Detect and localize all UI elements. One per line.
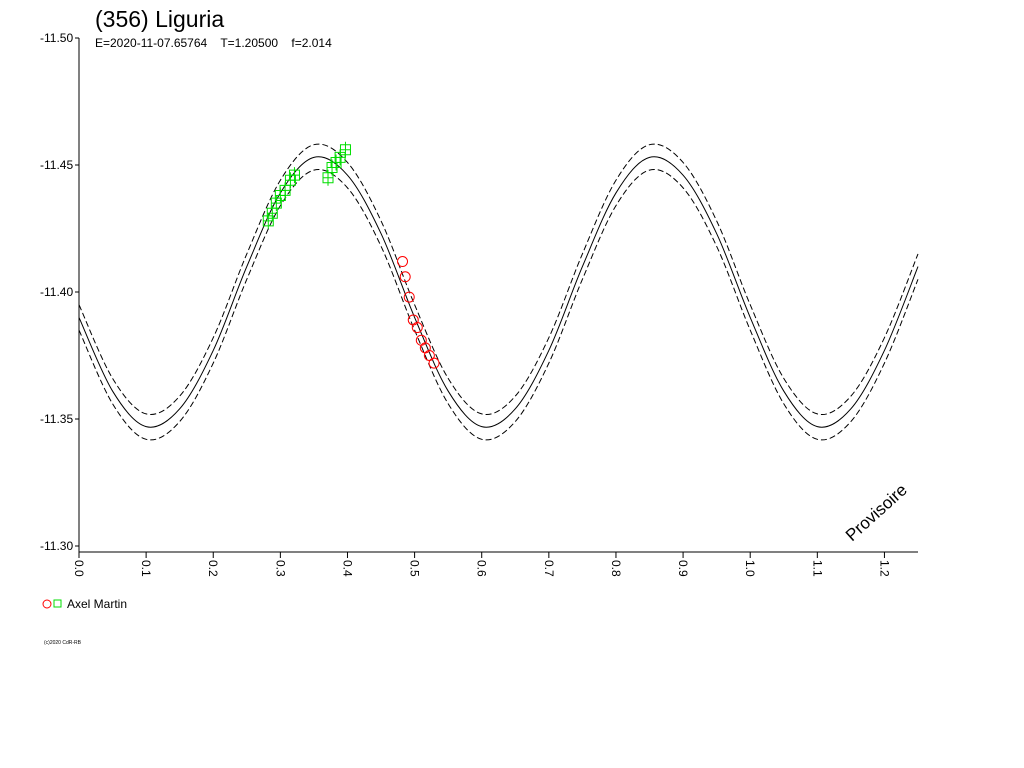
- y-tick-label: -11.50: [40, 31, 73, 45]
- data-point: [428, 357, 440, 369]
- data-point: [397, 256, 409, 268]
- x-tick-label: 0.6: [475, 560, 489, 577]
- x-tick-label: 0.7: [542, 560, 556, 577]
- chart-subtitle: E=2020-11-07.65764 T=1.20500 f=2.014: [95, 36, 332, 50]
- data-point: [411, 322, 423, 334]
- data-point: [339, 141, 351, 158]
- data-point: [415, 334, 427, 346]
- y-tick-label: -11.40: [40, 285, 73, 299]
- legend-marker: [53, 599, 62, 608]
- data-point: [403, 291, 415, 303]
- x-tick-label: 0.1: [139, 560, 153, 577]
- legend-label: Axel Martin: [67, 597, 127, 611]
- model-envelope: [78, 143, 919, 416]
- chart-title: (356) Liguria: [95, 6, 224, 32]
- data-point: [262, 212, 274, 229]
- model-curve: [78, 156, 919, 428]
- data-point: [399, 271, 411, 283]
- x-tick-label: 0.3: [273, 560, 287, 577]
- x-tick-label: 0.5: [408, 560, 422, 577]
- x-tick-label: 0.9: [676, 560, 690, 577]
- model-envelope: [78, 168, 919, 441]
- x-tick-label: 0.0: [72, 560, 86, 577]
- data-point: [407, 314, 419, 326]
- y-tick-label: -11.30: [40, 539, 73, 553]
- y-tick-label: -11.35: [40, 412, 73, 426]
- x-tick-label: 0.2: [206, 560, 220, 577]
- y-tick-label: -11.45: [40, 158, 73, 172]
- annotation: Provisoire: [842, 480, 911, 545]
- x-tick-label: 0.4: [340, 560, 354, 577]
- data-point: [270, 195, 282, 212]
- footer: (c)2020 CdR-RB: [44, 640, 82, 646]
- data-point: [288, 167, 300, 184]
- x-tick-label: 1.1: [810, 560, 824, 577]
- legend-marker: [42, 599, 52, 609]
- x-tick-label: 1.0: [743, 560, 757, 577]
- x-tick-label: 0.8: [609, 560, 623, 577]
- x-tick-label: 1.2: [877, 560, 891, 577]
